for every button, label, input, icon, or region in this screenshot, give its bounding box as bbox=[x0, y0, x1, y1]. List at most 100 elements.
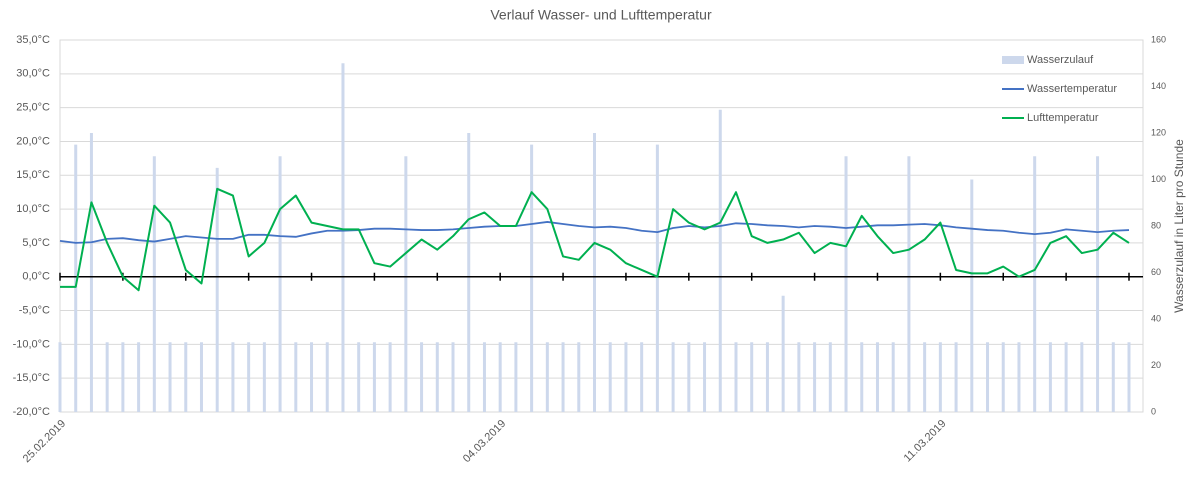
bar bbox=[561, 342, 565, 412]
bar bbox=[593, 133, 596, 412]
bar bbox=[986, 342, 990, 412]
bar bbox=[341, 63, 345, 412]
bar bbox=[577, 342, 581, 412]
bar bbox=[1111, 342, 1115, 412]
bar bbox=[278, 156, 282, 412]
legend-label: Wassertemperatur bbox=[1027, 83, 1117, 95]
bar bbox=[89, 133, 93, 412]
bar bbox=[718, 109, 722, 412]
bar bbox=[105, 342, 109, 412]
bar bbox=[404, 156, 408, 412]
legend-label: Wasserzulauf bbox=[1027, 54, 1094, 66]
y2-axis-title: Wasserzulauf in Liter pro Stunde bbox=[1172, 139, 1186, 313]
y2-tick-label: 120 bbox=[1151, 127, 1166, 137]
bar bbox=[199, 342, 203, 412]
bar bbox=[1127, 342, 1131, 412]
line bbox=[60, 187, 1130, 292]
bar bbox=[262, 342, 266, 412]
bar bbox=[671, 342, 675, 412]
x-tick-label: 25.02.2019 bbox=[21, 418, 68, 465]
y-tick-label: 15,0°C bbox=[16, 169, 50, 181]
bar bbox=[1033, 156, 1037, 412]
bar bbox=[608, 342, 612, 412]
y-tick-label: -20,0°C bbox=[13, 406, 50, 418]
bar bbox=[875, 342, 879, 412]
y2-tick-label: 40 bbox=[1151, 313, 1161, 323]
bar bbox=[1080, 342, 1084, 412]
bar bbox=[1017, 342, 1021, 412]
bar bbox=[750, 342, 754, 412]
y2-tick-label: 60 bbox=[1151, 267, 1161, 277]
bar bbox=[923, 342, 927, 412]
y-tick-label: 10,0°C bbox=[16, 203, 50, 215]
y2-tick-label: 100 bbox=[1151, 174, 1166, 184]
y-tick-label: 0,0°C bbox=[22, 271, 50, 283]
bar bbox=[907, 156, 911, 412]
bar bbox=[1064, 342, 1068, 412]
bar bbox=[765, 342, 769, 412]
bar bbox=[797, 342, 801, 412]
bar bbox=[545, 342, 549, 412]
legend-label: Lufttemperatur bbox=[1027, 112, 1099, 124]
bar bbox=[152, 156, 156, 412]
bar bbox=[74, 144, 78, 412]
bar bbox=[467, 133, 471, 412]
bar bbox=[58, 342, 62, 412]
bar bbox=[357, 342, 361, 412]
bar bbox=[624, 342, 628, 412]
y2-tick-label: 140 bbox=[1151, 81, 1166, 91]
bar bbox=[310, 342, 314, 412]
bar bbox=[420, 342, 424, 412]
bar bbox=[215, 167, 219, 412]
bar bbox=[137, 342, 141, 412]
bar bbox=[970, 179, 974, 412]
bar bbox=[813, 342, 817, 412]
bar bbox=[844, 156, 848, 412]
y-tick-label: 20,0°C bbox=[16, 135, 50, 147]
y2-tick-label: 80 bbox=[1151, 220, 1161, 230]
bar bbox=[482, 342, 486, 412]
bar bbox=[954, 342, 958, 412]
bar bbox=[781, 295, 785, 412]
bar bbox=[514, 342, 518, 412]
x-tick-label: 04.03.2019 bbox=[461, 418, 508, 465]
y-tick-label: 30,0°C bbox=[16, 68, 50, 80]
legend: Wasserzulauf Wassertemperatur Lufttemperat… bbox=[1002, 54, 1117, 124]
bar bbox=[372, 342, 376, 412]
line bbox=[59, 221, 1130, 244]
y-tick-label: 25,0°C bbox=[16, 102, 50, 114]
bar bbox=[1096, 156, 1100, 412]
x-tick-label: 11.03.2019 bbox=[902, 418, 949, 465]
bar bbox=[435, 342, 439, 412]
bar bbox=[184, 342, 188, 412]
bar bbox=[325, 342, 329, 412]
bar bbox=[860, 342, 864, 412]
bar bbox=[498, 342, 502, 412]
bar bbox=[451, 342, 455, 412]
bar bbox=[828, 342, 832, 412]
y-tick-label: -10,0°C bbox=[13, 338, 50, 350]
bar bbox=[247, 342, 251, 412]
bar bbox=[640, 342, 644, 412]
y2-tick-label: 160 bbox=[1151, 34, 1166, 44]
bar bbox=[734, 342, 738, 412]
chart-title: Verlauf Wasser- und Lufttemperatur bbox=[490, 7, 712, 23]
bar bbox=[388, 342, 392, 412]
y2-tick-label: 20 bbox=[1151, 360, 1161, 370]
y-tick-label: 35,0°C bbox=[16, 34, 50, 46]
bar bbox=[294, 342, 298, 412]
y-tick-label: 5,0°C bbox=[22, 237, 50, 249]
bar bbox=[168, 342, 172, 412]
bar bbox=[1001, 342, 1005, 412]
bar bbox=[938, 342, 942, 412]
legend-swatch bbox=[1002, 56, 1024, 64]
y2-tick-label: 0 bbox=[1151, 406, 1156, 416]
bar bbox=[530, 144, 534, 412]
y-tick-label: -15,0°C bbox=[13, 372, 50, 384]
plot-frame bbox=[59, 39, 1144, 413]
bar bbox=[1048, 342, 1052, 412]
bar bbox=[121, 342, 125, 412]
bar bbox=[703, 342, 707, 412]
